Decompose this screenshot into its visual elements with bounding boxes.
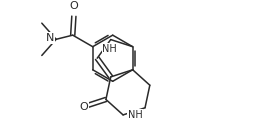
Text: O: O	[80, 102, 88, 112]
Text: NH: NH	[102, 44, 117, 54]
Text: N: N	[46, 33, 54, 43]
Text: O: O	[69, 1, 78, 11]
Text: NH: NH	[128, 110, 142, 120]
